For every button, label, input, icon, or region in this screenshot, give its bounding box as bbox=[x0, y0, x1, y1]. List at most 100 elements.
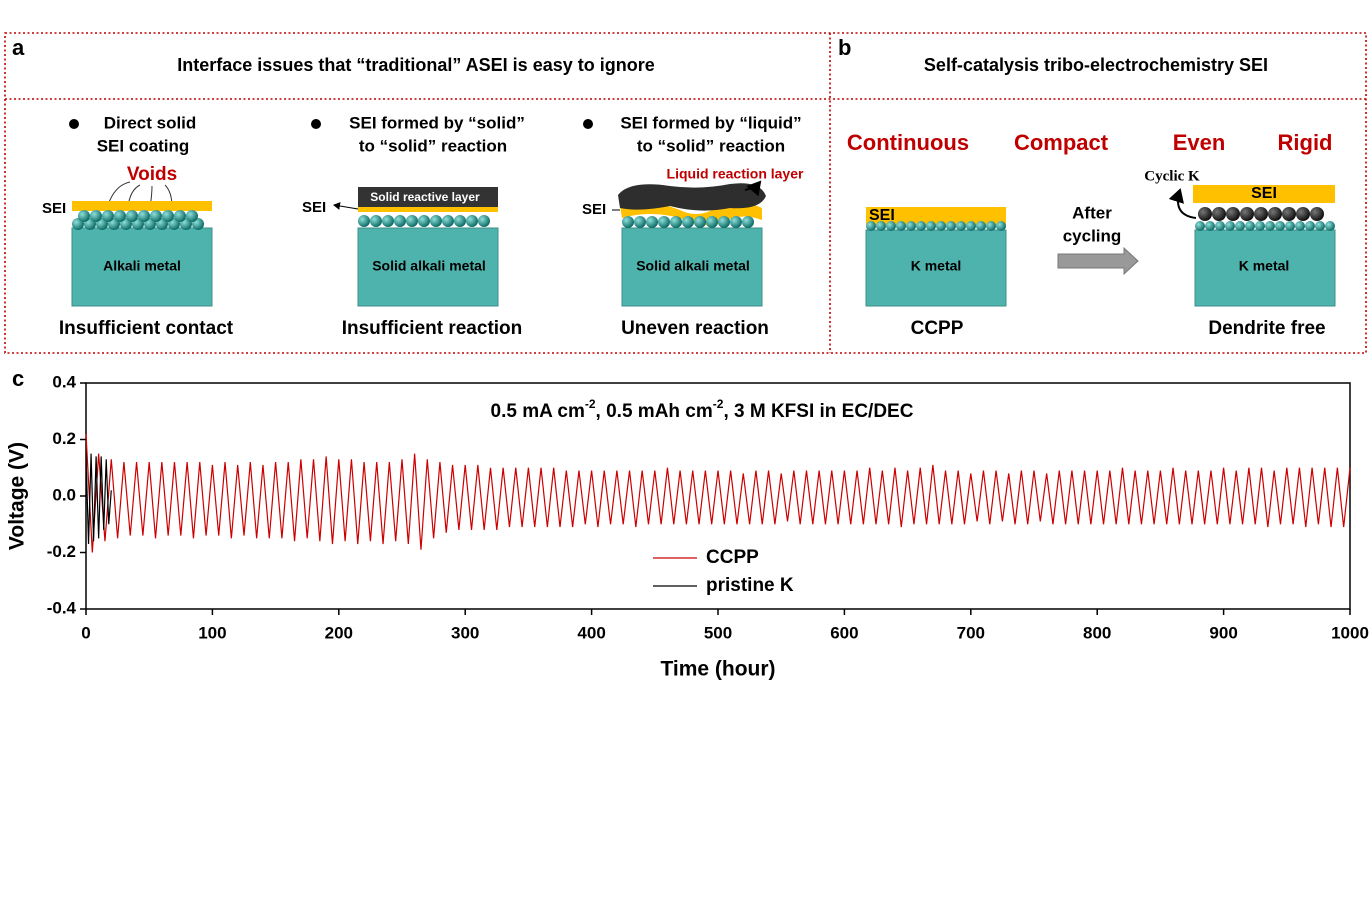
x-tick-label: 200 bbox=[325, 623, 353, 642]
atom bbox=[466, 215, 478, 227]
atom bbox=[996, 221, 1006, 231]
atom bbox=[946, 221, 956, 231]
atom bbox=[694, 216, 706, 228]
x-tick-label: 1000 bbox=[1331, 623, 1369, 642]
sei-label: SEI bbox=[302, 199, 326, 216]
sei-layer bbox=[866, 207, 1006, 225]
atom bbox=[1235, 221, 1245, 231]
y-tick-label: -0.4 bbox=[47, 598, 77, 617]
panels-frame bbox=[4, 32, 1367, 354]
caption: Uneven reaction bbox=[621, 318, 769, 339]
atom bbox=[186, 210, 198, 222]
atom bbox=[916, 221, 926, 231]
atom bbox=[866, 221, 876, 231]
bullet-dot bbox=[311, 119, 321, 129]
bullet-dot bbox=[69, 119, 79, 129]
atom bbox=[936, 221, 946, 231]
metal-block bbox=[621, 227, 763, 307]
atom bbox=[718, 216, 730, 228]
atom bbox=[1198, 207, 1212, 221]
legend-label: CCPP bbox=[706, 547, 759, 568]
atom bbox=[926, 221, 936, 231]
x-tick-label: 600 bbox=[830, 623, 858, 642]
bullet-dot bbox=[583, 119, 593, 129]
x-tick-label: 900 bbox=[1209, 623, 1237, 642]
atom bbox=[174, 210, 186, 222]
atom bbox=[454, 215, 466, 227]
atom bbox=[886, 221, 896, 231]
caption: Insufficient reaction bbox=[342, 318, 523, 339]
bullet-text: SEI coating bbox=[97, 136, 190, 155]
panel-title: Self-catalysis tribo-electrochemistry SE… bbox=[924, 55, 1268, 75]
atom bbox=[138, 210, 150, 222]
atom bbox=[1215, 221, 1225, 231]
metal-label: Solid alkali metal bbox=[636, 258, 750, 274]
atom bbox=[1254, 207, 1268, 221]
metal-label: Alkali metal bbox=[103, 258, 181, 274]
x-tick-label: 300 bbox=[451, 623, 479, 642]
property: Rigid bbox=[1278, 130, 1333, 155]
atom bbox=[706, 216, 718, 228]
atom bbox=[1245, 221, 1255, 231]
atom bbox=[90, 210, 102, 222]
atom bbox=[1265, 221, 1275, 231]
atom bbox=[102, 210, 114, 222]
atom bbox=[986, 221, 996, 231]
atom bbox=[78, 210, 90, 222]
panel-a: a Interface issues that “traditional” AS… bbox=[12, 35, 804, 339]
atom bbox=[742, 216, 754, 228]
bullet-text: SEI formed by “liquid” bbox=[620, 113, 801, 132]
series-line bbox=[85, 453, 112, 545]
atom bbox=[1205, 221, 1215, 231]
y-tick-label: 0.2 bbox=[52, 429, 76, 448]
property: Continuous bbox=[847, 130, 969, 155]
metal-block bbox=[865, 229, 1007, 307]
metal-block bbox=[357, 227, 499, 307]
atom bbox=[634, 216, 646, 228]
voids-label: Voids bbox=[127, 164, 177, 185]
sei-pointer bbox=[333, 202, 359, 210]
sei-label: SEI bbox=[42, 200, 66, 217]
atom bbox=[418, 215, 430, 227]
atom bbox=[896, 221, 906, 231]
atom bbox=[1255, 221, 1265, 231]
atom bbox=[162, 210, 174, 222]
x-axis-label: Time (hour) bbox=[660, 658, 775, 681]
atom bbox=[1295, 221, 1305, 231]
property: Even bbox=[1173, 130, 1226, 155]
series-line bbox=[85, 433, 1351, 553]
atom bbox=[956, 221, 966, 231]
atom bbox=[682, 216, 694, 228]
cyclic-k-label: Cyclic K bbox=[1144, 168, 1200, 184]
atom bbox=[1268, 207, 1282, 221]
atom bbox=[478, 215, 490, 227]
liquid-layer-label: Liquid reaction layer bbox=[667, 166, 804, 182]
y-tick-label: 0.4 bbox=[52, 372, 76, 391]
atom bbox=[1315, 221, 1325, 231]
sei-layer bbox=[358, 207, 498, 212]
atom bbox=[394, 215, 406, 227]
atom bbox=[1296, 207, 1310, 221]
caption: CCPP bbox=[911, 318, 964, 339]
atom bbox=[382, 215, 394, 227]
sei-label: SEI bbox=[582, 201, 606, 218]
y-tick-label: -0.2 bbox=[47, 542, 76, 561]
atom bbox=[730, 216, 742, 228]
atom bbox=[150, 210, 162, 222]
atom bbox=[114, 210, 126, 222]
atom bbox=[906, 221, 916, 231]
atom bbox=[1212, 207, 1226, 221]
metal-label: K metal bbox=[1239, 258, 1290, 274]
x-tick-label: 500 bbox=[704, 623, 732, 642]
atom bbox=[1195, 221, 1205, 231]
bullet-text: to “solid” reaction bbox=[359, 136, 507, 155]
atom bbox=[370, 215, 382, 227]
atom bbox=[430, 215, 442, 227]
sei-label: SEI bbox=[869, 207, 895, 224]
frame-outer bbox=[4, 32, 1367, 354]
process-arrow bbox=[1057, 246, 1139, 276]
annotation: 0.5 mA cm-2, 0.5 mAh cm-2, 3 M KFSI in E… bbox=[491, 397, 914, 422]
atom bbox=[966, 221, 976, 231]
annotation-part: -2 bbox=[713, 397, 724, 411]
